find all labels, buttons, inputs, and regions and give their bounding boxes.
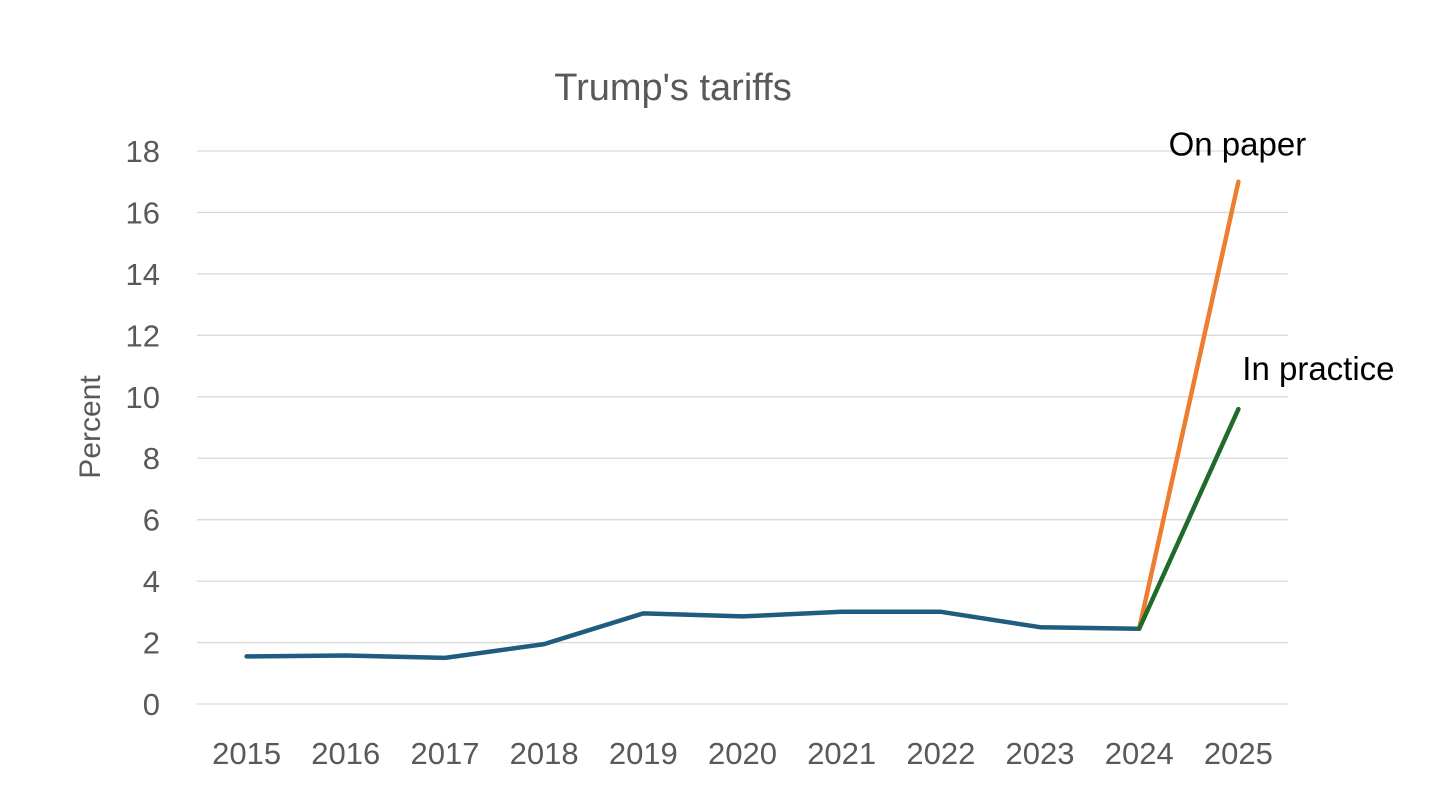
x-tick-label: 2017 xyxy=(410,736,479,771)
x-tick-label: 2020 xyxy=(708,736,777,771)
y-axis-label: Percent xyxy=(74,375,107,479)
x-tick-label: 2022 xyxy=(906,736,975,771)
series-lines xyxy=(244,179,1241,661)
y-tick-label: 18 xyxy=(126,134,160,169)
y-tick-label: 0 xyxy=(143,687,160,722)
gridlines xyxy=(197,150,1288,705)
x-tick-labels: 2015 2016 2017 2018 2019 2020 2021 2022 2023 2024… xyxy=(212,736,1273,771)
x-tick-label: 2025 xyxy=(1204,736,1273,771)
y-tick-label: 6 xyxy=(143,503,160,538)
series-line-main xyxy=(244,609,1142,661)
y-tick-label: 10 xyxy=(126,380,160,415)
series-line-on-paper xyxy=(1136,179,1241,631)
y-tick-label: 14 xyxy=(126,257,160,292)
y-tick-label: 8 xyxy=(143,441,160,476)
x-tick-label: 2015 xyxy=(212,736,281,771)
chart-title: Trump's tariffs xyxy=(554,67,791,109)
annotations: On paper In practice xyxy=(1169,126,1395,387)
x-tick-label: 2018 xyxy=(510,736,579,771)
y-tick-label: 2 xyxy=(143,626,160,661)
y-tick-label: 12 xyxy=(126,318,160,353)
series-line-in-practice xyxy=(1136,406,1241,631)
y-tick-label: 4 xyxy=(143,564,160,599)
x-tick-label: 2024 xyxy=(1105,736,1174,771)
x-tick-label: 2021 xyxy=(807,736,876,771)
y-tick-label: 16 xyxy=(126,195,160,230)
y-tick-labels: 0 2 4 6 8 10 12 14 16 18 xyxy=(126,134,160,722)
x-tick-label: 2019 xyxy=(609,736,678,771)
annotation-in-practice: In practice xyxy=(1242,350,1394,387)
annotation-on-paper: On paper xyxy=(1169,126,1307,163)
x-tick-label: 2016 xyxy=(311,736,380,771)
x-tick-label: 2023 xyxy=(1006,736,1075,771)
